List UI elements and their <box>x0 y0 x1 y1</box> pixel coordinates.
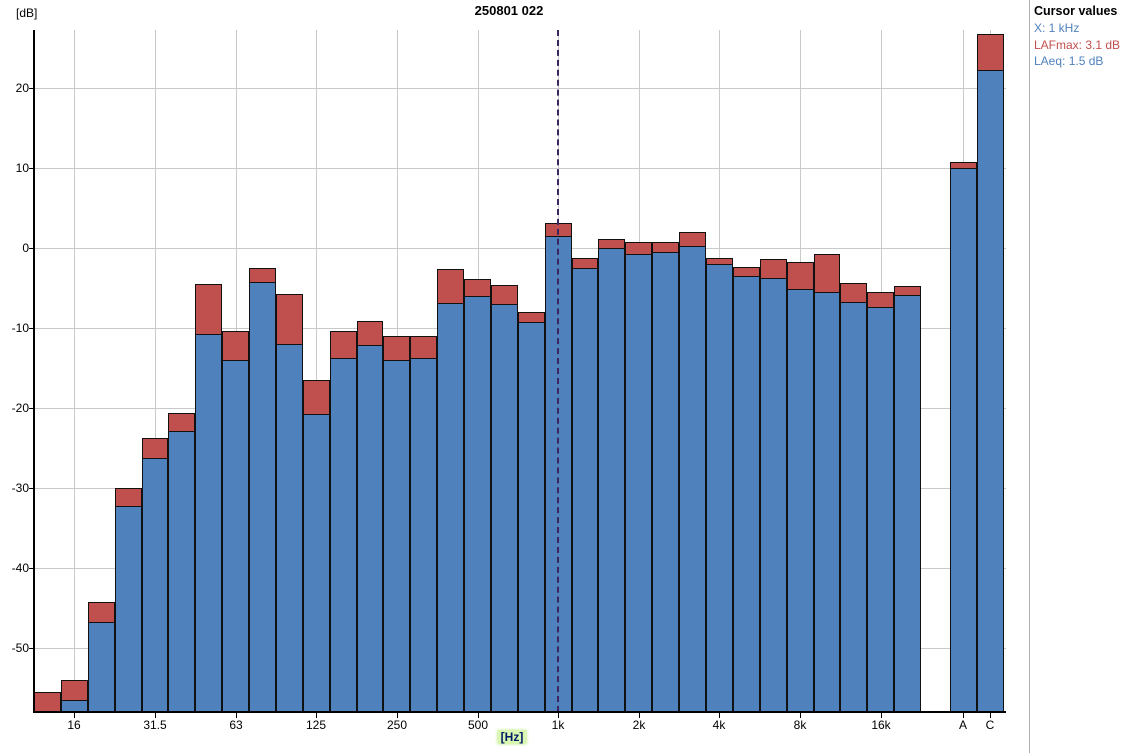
x-tick-label-A: A <box>958 718 968 732</box>
y-tick-label--30: -30 <box>11 481 29 495</box>
bar-laeq-20k[interactable] <box>894 295 921 712</box>
bar-laeq-200[interactable] <box>357 344 383 712</box>
x-tick-31.5 <box>155 713 156 718</box>
bar-laeq-1.6k[interactable] <box>598 248 625 712</box>
x-tick-label-1k: 1k <box>551 718 565 732</box>
x-tick-label-C: C <box>985 718 995 732</box>
y-tick-20 <box>29 88 33 89</box>
bar-laeq-5k[interactable] <box>733 276 760 712</box>
y-tick-0 <box>29 248 33 249</box>
y-tick--30 <box>29 488 33 489</box>
gridline-v-0 <box>74 30 75 712</box>
x-tick-label-16: 16 <box>67 718 81 732</box>
x-tick-4k <box>719 713 720 718</box>
x-tick-label-8k: 8k <box>793 718 807 732</box>
y-tick--10 <box>29 328 33 329</box>
bar-laeq-40[interactable] <box>168 431 195 712</box>
y-tick-label-20: 20 <box>15 81 29 95</box>
bar-laeq-3.15k[interactable] <box>679 245 706 712</box>
chart-title: 250801 022 <box>474 3 544 18</box>
x-tick-label-4k: 4k <box>712 718 726 732</box>
x-tick-C <box>990 713 991 718</box>
y-tick-label--10: -10 <box>11 321 29 335</box>
cursor-values-panel: Cursor values X: 1 kHz LAFmax: 3.1 dB LA… <box>1034 4 1130 70</box>
x-tick-2k <box>639 713 640 718</box>
cursor-x-value: X: 1 kHz <box>1034 21 1080 35</box>
bar-laeq-400[interactable] <box>437 303 464 712</box>
x-tick-label-16k: 16k <box>871 718 891 732</box>
x-tick-16k <box>881 713 882 718</box>
x-axis <box>33 711 1006 713</box>
x-tick-label-500: 500 <box>467 718 489 732</box>
x-tick-250 <box>397 713 398 718</box>
bar-laeq-500[interactable] <box>464 296 491 712</box>
x-axis-unit-label: [Hz] <box>497 730 527 744</box>
bar-laeq-A[interactable] <box>950 168 977 712</box>
y-tick-label--20: -20 <box>11 401 29 415</box>
bar-laeq-16k[interactable] <box>867 307 894 712</box>
bar-laeq-50[interactable] <box>195 333 222 712</box>
bar-laeq-2k[interactable] <box>625 253 652 712</box>
bar-laeq-6.3k[interactable] <box>760 277 787 712</box>
y-tick-label-0: 0 <box>22 241 29 255</box>
bar-laeq-80[interactable] <box>249 281 276 712</box>
y-tick--50 <box>29 648 33 649</box>
bar-laeq-800[interactable] <box>518 321 545 712</box>
y-axis <box>33 30 35 713</box>
panel-divider <box>1029 0 1030 753</box>
gridline-v-3 <box>316 30 317 712</box>
y-tick--20 <box>29 408 33 409</box>
x-tick-label-125: 125 <box>305 718 327 732</box>
y-tick-label--40: -40 <box>11 561 29 575</box>
y-tick--40 <box>29 568 33 569</box>
bar-laeq-63[interactable] <box>222 360 249 712</box>
x-tick-label-31.5: 31.5 <box>143 718 167 732</box>
bar-laeq-2.5k[interactable] <box>652 252 679 712</box>
cursor-line[interactable] <box>557 30 559 712</box>
x-tick-8k <box>800 713 801 718</box>
cursor-panel-title: Cursor values <box>1034 4 1118 18</box>
x-tick-A <box>963 713 964 718</box>
x-tick-label-63: 63 <box>229 718 243 732</box>
gridline-h-0 <box>34 248 1006 249</box>
x-tick-500 <box>478 713 479 718</box>
bar-laeq-C[interactable] <box>977 69 1004 712</box>
bar-laeq-250[interactable] <box>383 360 410 712</box>
bar-laeq-160[interactable] <box>330 358 357 712</box>
gridline-v-1 <box>155 30 156 712</box>
bar-laeq-8k[interactable] <box>787 288 814 712</box>
y-tick-label--50: -50 <box>11 641 29 655</box>
x-tick-63 <box>236 713 237 718</box>
y-tick-label-10: 10 <box>15 161 29 175</box>
bar-laeq-25[interactable] <box>115 506 142 712</box>
bar-laeq-315[interactable] <box>410 358 437 712</box>
bar-laeq-100[interactable] <box>276 344 303 712</box>
bar-laeq-125[interactable] <box>303 413 330 712</box>
cursor-lafmax-value: LAFmax: 3.1 dB <box>1034 37 1121 52</box>
cursor-laeq-value: LAeq: 1.5 dB <box>1034 54 1104 68</box>
bar-laeq-4k[interactable] <box>706 264 733 712</box>
bar-laeq-31.5[interactable] <box>142 457 168 712</box>
bar-laeq-10k[interactable] <box>814 292 840 712</box>
bar-laeq-12.5k[interactable] <box>840 302 867 712</box>
y-tick-10 <box>29 168 33 169</box>
bar-lafmax-12.5[interactable] <box>34 692 61 712</box>
bar-laeq-1.25k[interactable] <box>572 268 598 712</box>
bar-laeq-20[interactable] <box>88 621 115 712</box>
gridline-h-10 <box>34 168 1006 169</box>
gridline-h-20 <box>34 88 1006 89</box>
x-tick-1k <box>558 713 559 718</box>
bar-laeq-630[interactable] <box>491 304 518 712</box>
x-tick-label-250: 250 <box>386 718 408 732</box>
x-tick-16 <box>74 713 75 718</box>
y-axis-unit-label: [dB] <box>16 6 38 20</box>
x-tick-125 <box>316 713 317 718</box>
x-tick-label-2k: 2k <box>632 718 646 732</box>
